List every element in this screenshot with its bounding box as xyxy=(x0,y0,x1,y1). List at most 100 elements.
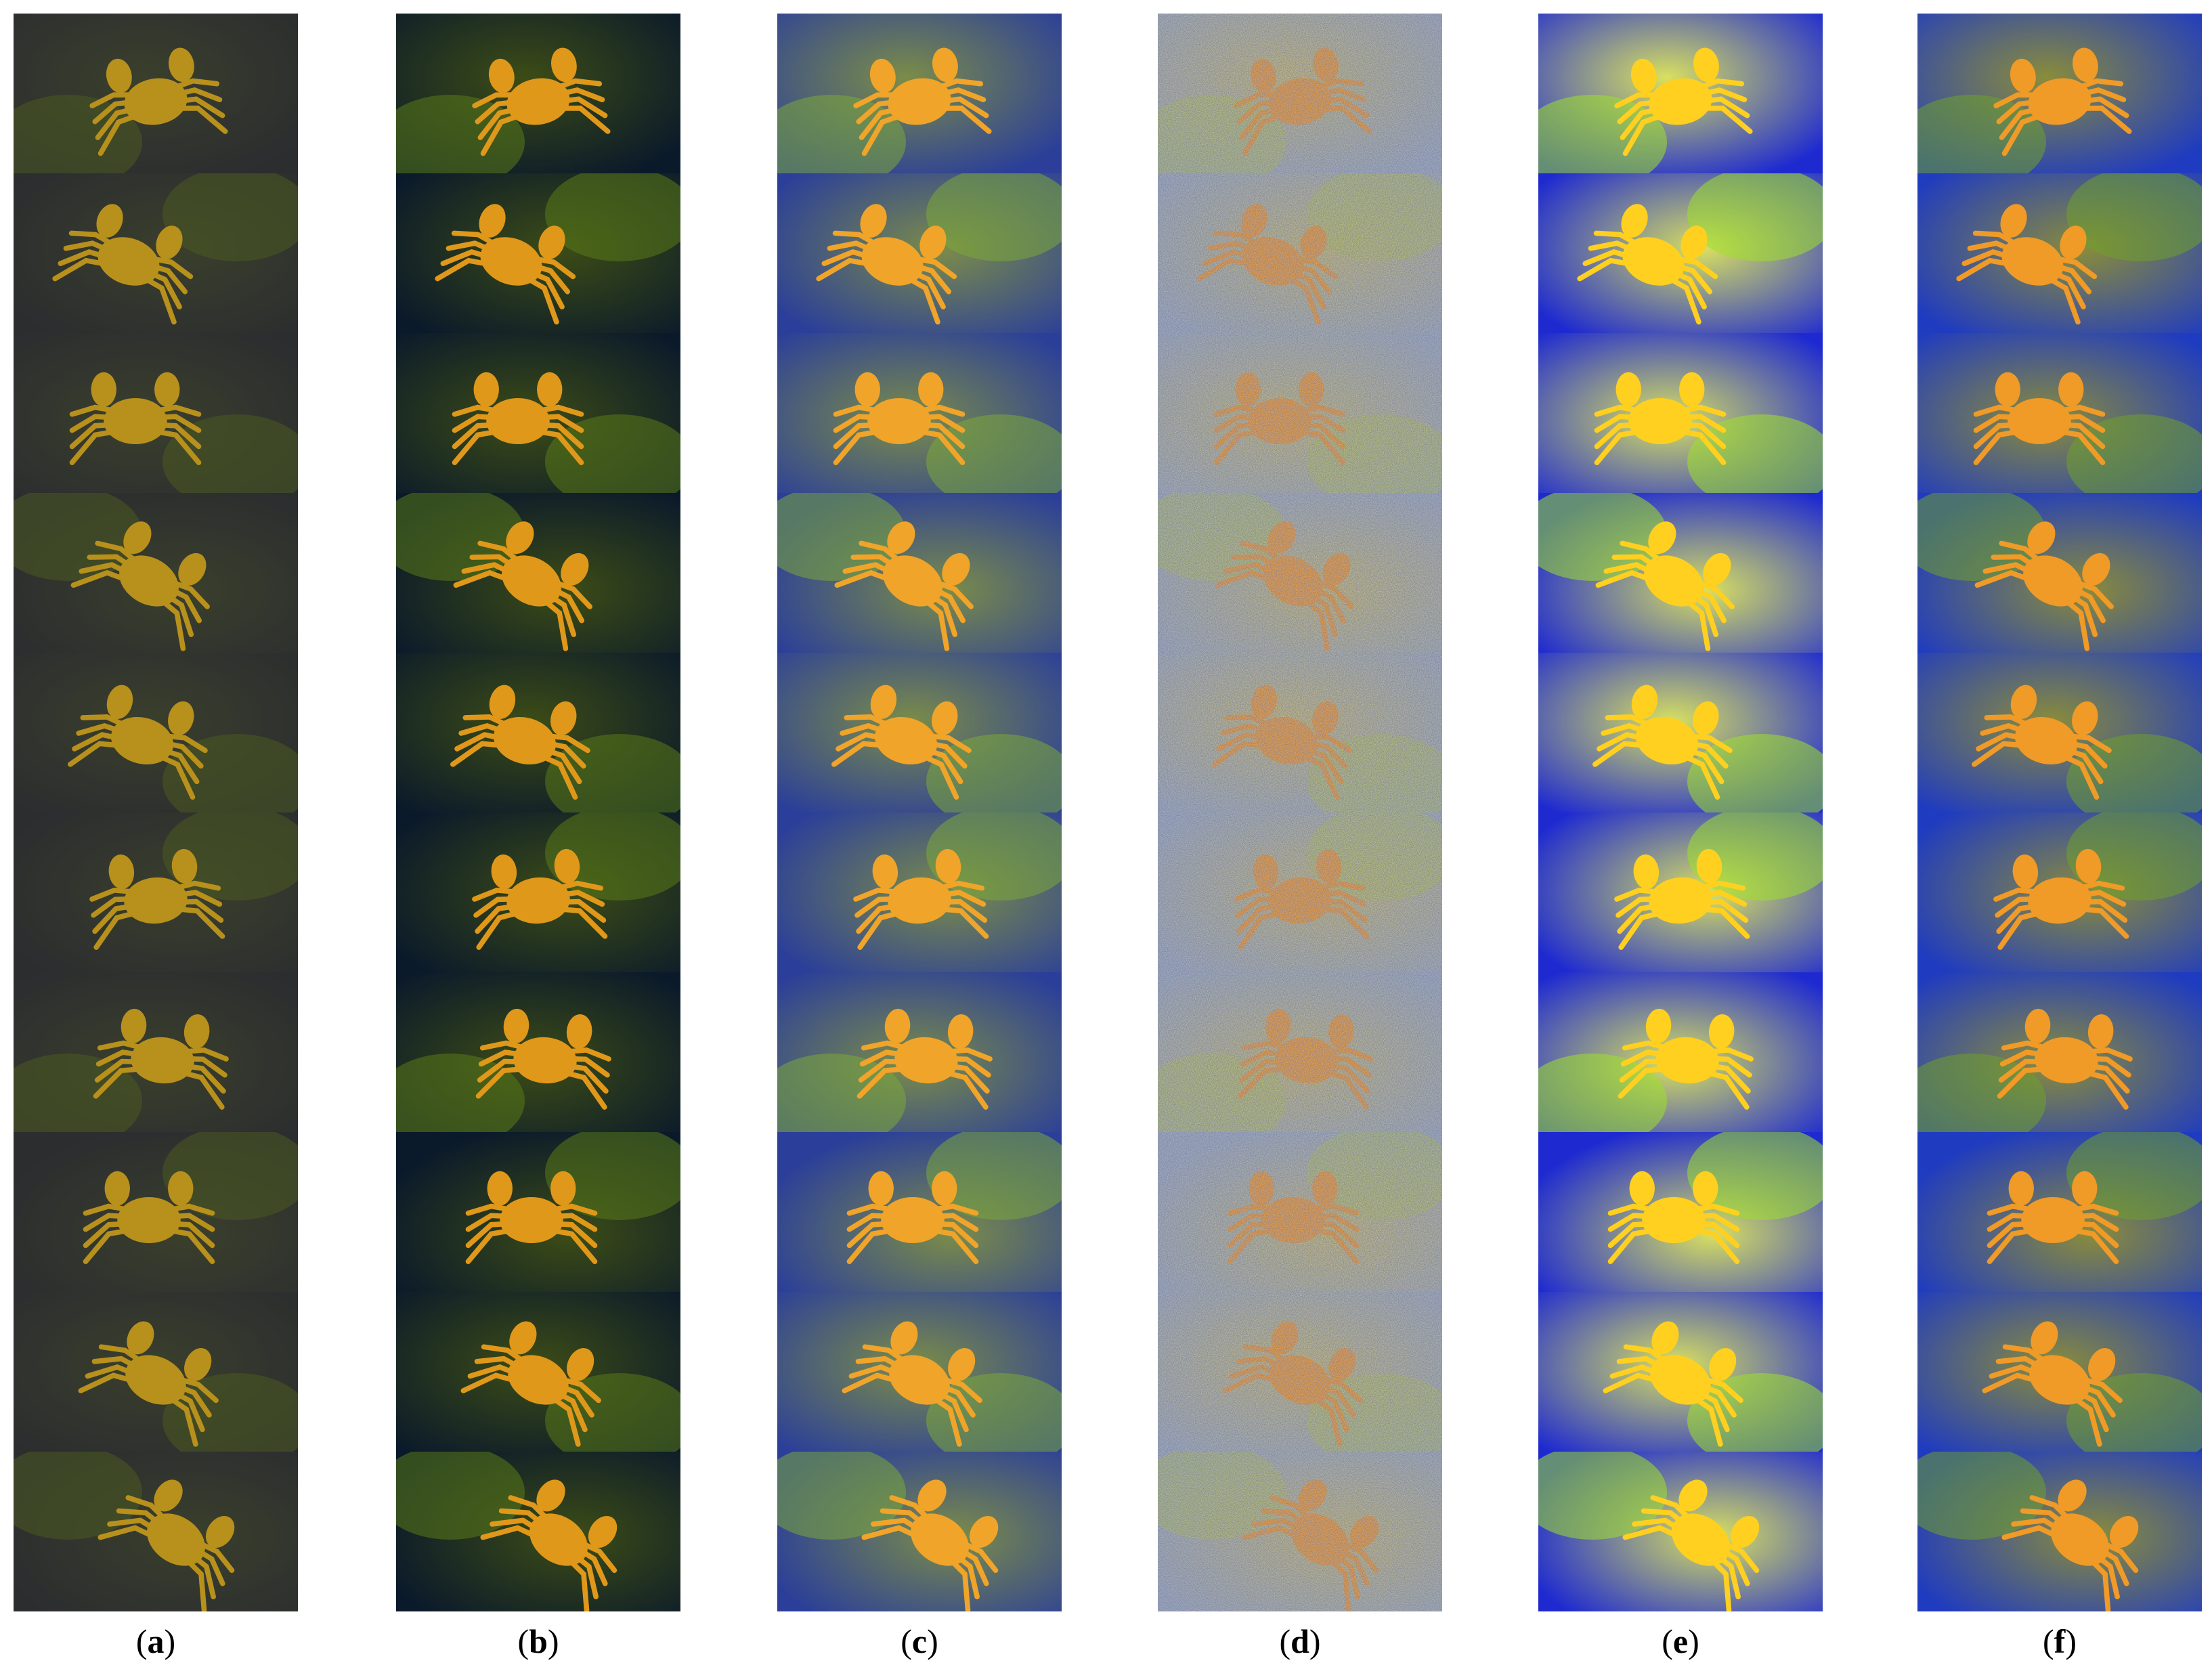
crab-shape xyxy=(472,47,611,156)
image-tile xyxy=(1538,1132,1823,1292)
crab-photo xyxy=(396,493,680,653)
crab-photo xyxy=(1158,812,1442,972)
image-tile xyxy=(396,173,680,333)
crab-photo xyxy=(1538,653,1823,812)
label-open-paren: ( xyxy=(2043,1622,2054,1660)
crab-photo xyxy=(1917,972,2202,1132)
crab-shape xyxy=(93,1008,229,1110)
image-tile xyxy=(14,1452,298,1611)
column-c xyxy=(777,14,1062,1611)
image-tile xyxy=(396,653,680,812)
image-tile xyxy=(1917,1132,2202,1292)
column-d xyxy=(1158,14,1442,1611)
label-letter: c xyxy=(911,1622,928,1660)
crab-photo xyxy=(1538,173,1823,333)
crab-shape xyxy=(89,848,225,950)
crab-photo xyxy=(396,14,680,173)
image-tile xyxy=(1917,493,2202,653)
crab-shape xyxy=(1973,372,2106,466)
image-tile xyxy=(1158,972,1442,1132)
crab-photo xyxy=(14,812,298,972)
crab-photo xyxy=(1158,1132,1442,1292)
crab-photo xyxy=(1917,333,2202,493)
image-tile xyxy=(1917,333,2202,493)
crab-photo xyxy=(1917,173,2202,333)
crab-photo xyxy=(1538,1292,1823,1452)
image-tile xyxy=(1538,333,1823,493)
crab-photo xyxy=(14,1452,298,1611)
crab-shape xyxy=(2001,1479,2139,1611)
crab-shape xyxy=(52,204,194,325)
image-tile xyxy=(14,14,298,173)
image-tile xyxy=(1917,14,2202,173)
crab-shape xyxy=(853,848,989,950)
label-open-paren: ( xyxy=(135,1622,148,1660)
crab-shape xyxy=(842,1321,982,1447)
crab-photo xyxy=(777,1452,1062,1611)
image-tile xyxy=(1158,1452,1442,1611)
crab-photo xyxy=(396,653,680,812)
crab-shape xyxy=(68,685,208,800)
image-tile xyxy=(1538,812,1823,972)
column-f xyxy=(1917,14,2202,1611)
image-tile xyxy=(14,173,298,333)
image-tile xyxy=(14,493,298,653)
crab-photo xyxy=(1158,173,1442,333)
crab-shape xyxy=(475,1008,611,1110)
image-tile xyxy=(396,333,680,493)
crab-photo xyxy=(777,1292,1062,1452)
label-letter: d xyxy=(1291,1622,1309,1660)
image-tile xyxy=(1158,173,1442,333)
crab-shape xyxy=(97,1479,235,1611)
crab-photo xyxy=(777,333,1062,493)
crab-photo xyxy=(777,812,1062,972)
image-tile xyxy=(14,1292,298,1452)
column-b xyxy=(396,14,680,1611)
crab-photo xyxy=(1917,1132,2202,1292)
image-tile xyxy=(777,493,1062,653)
label-letter: a xyxy=(147,1622,165,1660)
crab-photo xyxy=(14,493,298,653)
crab-photo xyxy=(14,1132,298,1292)
image-tile xyxy=(1158,493,1442,653)
label-close-paren: ) xyxy=(547,1622,559,1660)
image-tile xyxy=(14,333,298,493)
label-open-paren: ( xyxy=(901,1622,912,1660)
crab-shape xyxy=(1603,1321,1743,1447)
crab-photo xyxy=(1538,333,1823,493)
crab-photo xyxy=(1538,972,1823,1132)
crab-photo xyxy=(1538,14,1823,173)
image-tile xyxy=(14,812,298,972)
image-tile xyxy=(396,812,680,972)
crab-photo xyxy=(396,972,680,1132)
image-tile xyxy=(777,812,1062,972)
crab-shape xyxy=(1595,521,1735,651)
image-tile xyxy=(1158,333,1442,493)
image-tile xyxy=(396,1132,680,1292)
crab-photo xyxy=(396,1452,680,1611)
image-tile xyxy=(1917,972,2202,1132)
crab-shape xyxy=(1614,47,1753,156)
column-a xyxy=(14,14,298,1611)
column-label-a: (a) xyxy=(14,1622,298,1661)
crab-shape xyxy=(1956,204,2098,325)
image-tile xyxy=(777,14,1062,173)
image-tile xyxy=(396,972,680,1132)
crab-photo xyxy=(1158,1452,1442,1611)
image-tile xyxy=(396,1452,680,1611)
crab-shape xyxy=(452,372,584,466)
crab-photo xyxy=(14,972,298,1132)
crab-shape xyxy=(861,1479,999,1611)
crab-shape xyxy=(69,372,202,466)
image-tile xyxy=(777,333,1062,493)
crab-photo xyxy=(396,812,680,972)
crab-photo xyxy=(1158,14,1442,173)
label-close-paren: ) xyxy=(164,1622,176,1660)
image-tile xyxy=(14,1132,298,1292)
image-tile xyxy=(1538,1452,1823,1611)
crab-shape xyxy=(853,47,992,156)
crab-shape xyxy=(472,848,608,950)
crab-shape xyxy=(460,1321,601,1447)
crab-photo xyxy=(1917,1452,2202,1611)
crab-photo xyxy=(396,1132,680,1292)
